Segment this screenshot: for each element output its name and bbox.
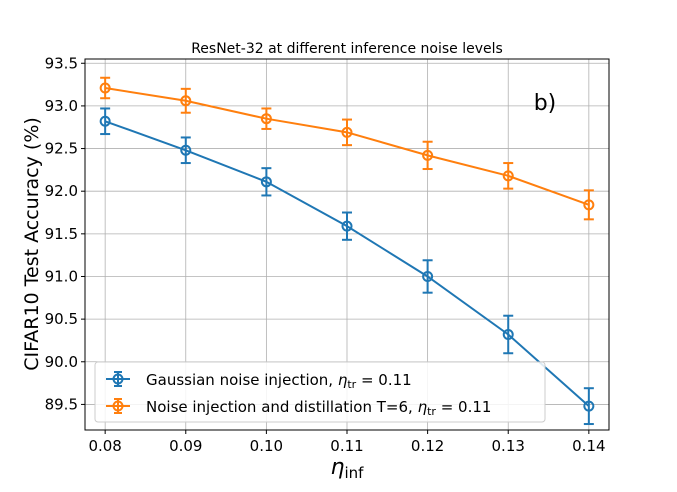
- data-point: [422, 270, 434, 282]
- error-bar: [180, 136, 191, 165]
- x-tick-label: 0.14: [572, 437, 605, 455]
- legend-label-subscript: tr: [427, 405, 436, 418]
- y-tick-label: 93.0: [45, 97, 78, 115]
- data-point: [502, 328, 514, 340]
- error-bar: [261, 167, 272, 197]
- x-tick-label: 0.09: [169, 437, 202, 455]
- legend: Gaussian noise injection, ηtr = 0.11Nois…: [94, 361, 546, 423]
- error-bar: [261, 107, 272, 130]
- y-tick-label: 91.0: [45, 267, 78, 285]
- legend-label: Noise injection and distillation T=6, ηt…: [146, 398, 491, 418]
- data-point: [260, 113, 272, 125]
- error-bar: [583, 189, 594, 221]
- legend-label-subscript: tr: [347, 378, 356, 391]
- chart-title: ResNet-32 at different inference noise l…: [191, 41, 503, 57]
- legend-label-text: Gaussian noise injection,: [146, 371, 338, 389]
- legend-marker: [112, 400, 124, 412]
- legend-entry-1: Gaussian noise injection, ηtr = 0.11: [106, 371, 412, 391]
- error-bar: [583, 387, 594, 426]
- data-point: [180, 144, 192, 156]
- error-bar: [342, 211, 352, 241]
- x-tick-label: 0.11: [330, 437, 363, 455]
- y-tick-label: 92.0: [45, 182, 78, 200]
- legend-box: [94, 361, 546, 423]
- data-point: [99, 115, 111, 127]
- legend-marker: [112, 373, 124, 385]
- data-point: [99, 82, 111, 94]
- x-axis-ticks: 0.08 0.09 0.10 0.11 0.12 0.13 0.14: [88, 430, 606, 455]
- error-bar: [422, 140, 433, 171]
- data-point: [180, 95, 192, 107]
- x-axis-label: ηinf: [331, 455, 365, 482]
- x-tick-label: 0.08: [88, 437, 121, 455]
- data-point: [341, 126, 353, 138]
- series-layer: [99, 76, 595, 426]
- x-axis-label-symbol: η: [331, 455, 345, 480]
- error-bar: [422, 259, 433, 294]
- legend-label-value: = 0.11: [436, 398, 492, 416]
- y-tick-label: 91.5: [45, 225, 78, 243]
- error-bar: [100, 76, 111, 100]
- series-1: [99, 107, 595, 426]
- legend-label-text: Noise injection and distillation T=6,: [146, 398, 418, 416]
- y-tick-label: 90.0: [45, 353, 78, 371]
- error-bar: [503, 162, 514, 190]
- x-tick-label: 0.12: [411, 437, 444, 455]
- error-bar: [503, 314, 514, 355]
- x-tick-label: 0.13: [492, 437, 525, 455]
- x-tick-label: 0.10: [250, 437, 283, 455]
- panel-label: b): [534, 91, 557, 116]
- data-point: [583, 199, 595, 211]
- error-bar: [100, 107, 111, 136]
- error-bar: [180, 87, 191, 114]
- legend-label-symbol: η: [338, 371, 348, 389]
- legend-label-value: = 0.11: [356, 371, 412, 389]
- series-2: [99, 76, 595, 221]
- y-tick-label: 90.5: [45, 310, 78, 328]
- legend-entry-2: Noise injection and distillation T=6, ηt…: [106, 398, 491, 418]
- x-axis-label-subscript: inf: [344, 464, 364, 482]
- y-tick-label: 89.5: [45, 395, 78, 413]
- data-point: [422, 149, 434, 161]
- legend-label-symbol: η: [418, 398, 428, 416]
- data-point: [502, 170, 514, 182]
- y-tick-label: 92.5: [45, 140, 78, 158]
- legend-label: Gaussian noise injection, ηtr = 0.11: [146, 371, 412, 391]
- error-bar: [342, 118, 352, 147]
- y-tick-label: 93.5: [45, 54, 78, 72]
- y-axis-label: CIFAR10 Test Accuracy (%): [21, 117, 43, 371]
- y-axis-ticks: 89.5 90.0 90.5 91.0 91.5 92.0 92.5 93.0 93.5: [45, 54, 85, 413]
- data-point: [260, 176, 272, 188]
- data-point: [341, 220, 353, 232]
- data-point: [583, 400, 595, 412]
